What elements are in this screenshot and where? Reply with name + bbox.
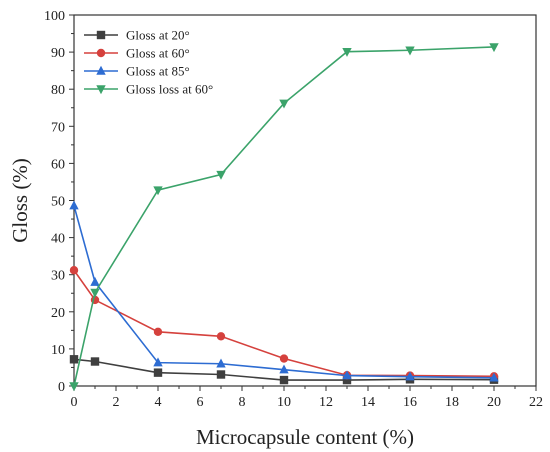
data-point xyxy=(90,357,100,366)
data-point xyxy=(216,170,226,180)
data-point xyxy=(489,43,499,53)
x-tick-label: 0 xyxy=(71,395,78,410)
y-tick-label: 10 xyxy=(51,343,65,358)
series-line xyxy=(73,269,495,378)
series-1 xyxy=(69,355,499,385)
legend-label: Gloss at 85° xyxy=(126,64,190,79)
data-point xyxy=(216,332,226,341)
data-point xyxy=(69,355,79,364)
y-tick-label: 100 xyxy=(44,9,65,24)
series-line xyxy=(73,358,495,381)
y-tick-label: 40 xyxy=(51,232,65,247)
data-point xyxy=(153,186,163,196)
x-axis-title: Microcapsule content (%) xyxy=(196,425,414,449)
legend-entry: Gloss at 85° xyxy=(84,64,190,79)
data-point xyxy=(279,375,289,385)
x-tick-label: 4 xyxy=(155,395,162,410)
legend-label: Gloss at 60° xyxy=(126,46,190,61)
x-tick-label: 16 xyxy=(403,395,417,410)
series-4 xyxy=(69,43,499,392)
y-tick-label: 90 xyxy=(51,46,65,61)
x-tick-label: 18 xyxy=(445,395,459,410)
data-point xyxy=(153,368,163,377)
y-tick-label: 70 xyxy=(51,120,65,135)
data-point xyxy=(342,370,352,380)
legend-label: Gloss at 20° xyxy=(126,28,190,43)
legend-entry: Gloss at 20° xyxy=(84,28,190,43)
x-tick-label: 22 xyxy=(529,395,543,410)
data-point xyxy=(96,48,106,58)
x-tick-label: 8 xyxy=(239,395,246,410)
data-point xyxy=(96,85,106,95)
series-3 xyxy=(69,200,499,382)
y-tick-label: 20 xyxy=(51,306,65,321)
data-point xyxy=(153,327,163,337)
data-point xyxy=(90,288,100,298)
data-point xyxy=(279,364,289,374)
data-point xyxy=(489,372,499,382)
data-point xyxy=(216,370,226,379)
x-tick-label: 14 xyxy=(361,395,375,410)
data-point xyxy=(69,382,79,392)
data-point xyxy=(96,65,106,75)
series-line xyxy=(73,46,495,387)
series-line xyxy=(73,205,495,379)
x-tick-label: 20 xyxy=(487,395,501,410)
y-tick-label: 0 xyxy=(58,380,65,395)
data-point xyxy=(342,375,352,385)
data-point xyxy=(69,200,79,210)
x-tick-label: 6 xyxy=(197,395,204,410)
data-point xyxy=(153,357,163,367)
legend-entry: Gloss at 60° xyxy=(84,46,190,61)
legend-label: Gloss loss at 60° xyxy=(126,82,213,97)
series-2 xyxy=(69,266,499,381)
data-point xyxy=(405,46,415,56)
y-axis-title: Gloss (%) xyxy=(8,158,32,243)
y-tick-label: 50 xyxy=(51,195,65,210)
data-point xyxy=(405,371,415,381)
x-tick-label: 2 xyxy=(113,395,120,410)
y-tick-label: 80 xyxy=(51,83,65,98)
x-tick-label: 12 xyxy=(319,395,333,410)
data-point xyxy=(279,354,289,363)
data-point xyxy=(90,276,100,286)
axes: 0 2 4 6 8 10 12 14 16 18 20 22 0 10 20 30 40 50 60 70 80 90 10… xyxy=(44,9,543,410)
legend-entry: Gloss loss at 60° xyxy=(84,82,213,97)
data-point xyxy=(69,266,79,275)
data-point xyxy=(279,99,289,109)
y-tick-label: 60 xyxy=(51,157,65,172)
legend: Gloss at 20° Gloss at 60° Gloss at 85° Glos… xyxy=(84,28,213,97)
x-tick-label: 10 xyxy=(277,395,291,410)
data-point xyxy=(96,30,106,40)
data-point xyxy=(342,48,352,57)
data-point xyxy=(216,358,226,368)
series-layer xyxy=(69,43,499,392)
y-tick-label: 30 xyxy=(51,269,65,284)
